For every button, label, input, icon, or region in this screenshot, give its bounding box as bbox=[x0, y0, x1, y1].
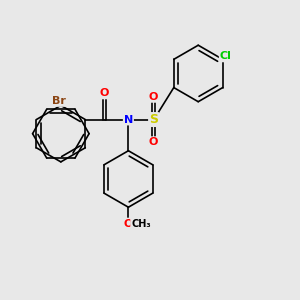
Text: O: O bbox=[149, 137, 158, 147]
Text: CH₃: CH₃ bbox=[131, 219, 151, 229]
Text: S: S bbox=[149, 113, 158, 126]
Text: N: N bbox=[124, 115, 133, 124]
Text: O: O bbox=[149, 92, 158, 102]
Text: O: O bbox=[124, 219, 133, 229]
Text: Br: Br bbox=[52, 96, 66, 106]
Text: O: O bbox=[100, 88, 109, 98]
Text: Cl: Cl bbox=[220, 51, 232, 62]
